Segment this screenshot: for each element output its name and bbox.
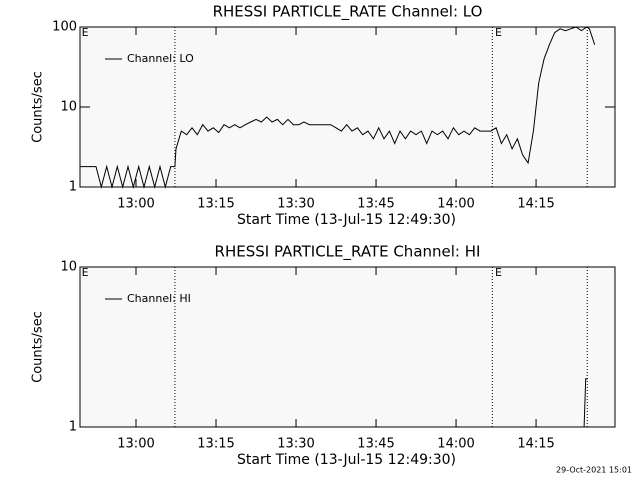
x-tick-label: 14:00	[437, 197, 474, 212]
x-axis-label: Start Time (13-Jul-15 12:49:30)	[237, 212, 456, 228]
annotation: E	[82, 26, 89, 39]
x-tick-label: 13:00	[117, 197, 154, 212]
y-axis-label: Counts/sec	[31, 311, 46, 383]
x-tick-label: 13:45	[357, 197, 394, 212]
x-tick-label: 13:15	[197, 437, 234, 452]
timestamp: 29-Oct-2021 15:01	[556, 466, 632, 475]
plot-area	[79, 266, 616, 428]
y-tick-label: 1	[69, 180, 77, 195]
y-axis-label: Counts/sec	[31, 71, 46, 143]
x-tick-label: 13:45	[357, 437, 394, 452]
x-tick-label: 13:30	[277, 197, 314, 212]
data-line	[80, 26, 596, 189]
y-tick-label: 1	[69, 420, 77, 435]
annotation: E	[495, 266, 502, 279]
x-tick-label: 13:30	[277, 437, 314, 452]
annotation: E	[82, 266, 89, 279]
x-axis-label: Start Time (13-Jul-15 12:49:30)	[237, 452, 456, 468]
chart-title: RHESSI PARTICLE_RATE Channel: HI	[215, 243, 481, 262]
y-tick-label: 10	[60, 260, 77, 275]
x-tick-label: 13:15	[197, 197, 234, 212]
x-tick-label: 14:15	[517, 437, 554, 452]
legend-label: Channel: LO	[127, 52, 194, 65]
x-tick-label: 14:00	[437, 437, 474, 452]
data-line	[80, 378, 588, 428]
plot-area	[79, 26, 616, 188]
x-tick-label: 13:00	[117, 437, 154, 452]
chart-title: RHESSI PARTICLE_RATE Channel: LO	[213, 3, 483, 22]
annotation: E	[495, 26, 502, 39]
x-tick-label: 14:15	[517, 197, 554, 212]
y-tick-label: 10	[60, 100, 77, 115]
legend-label: Channel: HI	[127, 292, 191, 305]
y-tick-label: 100	[52, 20, 77, 35]
